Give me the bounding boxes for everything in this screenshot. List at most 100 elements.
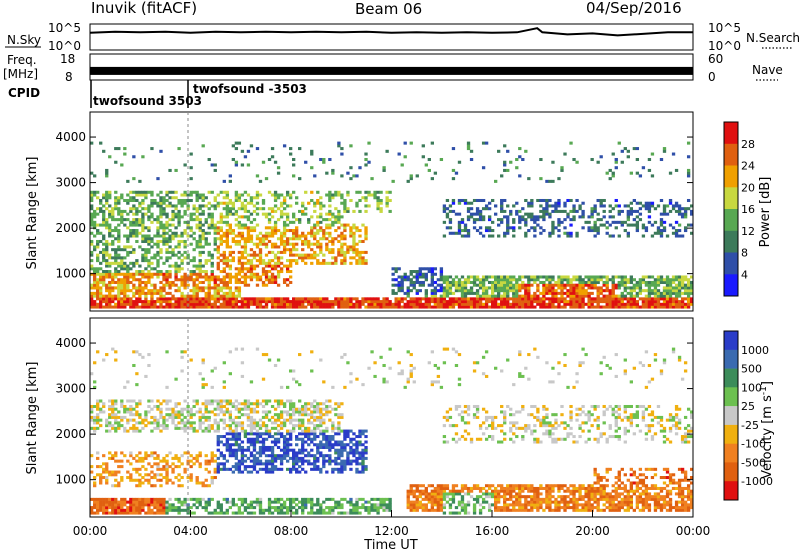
heatmap-cell	[671, 302, 676, 306]
heatmap-cell	[466, 207, 471, 211]
heatmap-cell	[617, 305, 621, 309]
heatmap-cell	[403, 305, 407, 309]
heatmap-cell	[270, 506, 275, 510]
heatmap-cell	[90, 212, 94, 216]
date-title: 04/Sep/2016	[586, 0, 682, 17]
heatmap-cell	[418, 270, 422, 274]
heatmap-cell	[150, 261, 154, 265]
heatmap-cell	[129, 506, 133, 510]
heatmap-cell	[668, 283, 673, 287]
heatmap-cell	[382, 302, 386, 306]
heatmap-cell	[201, 302, 205, 306]
heatmap-cell	[590, 226, 594, 230]
heatmap-cell	[204, 259, 208, 263]
heatmap-cell	[135, 383, 139, 387]
heatmap-cell	[288, 435, 293, 439]
heatmap-cell	[171, 413, 175, 417]
heatmap-cell	[539, 215, 543, 219]
heatmap-cell	[99, 291, 103, 295]
heatmap-cell	[117, 289, 121, 293]
heatmap-cell	[276, 259, 281, 263]
heatmap-cell	[319, 250, 323, 254]
heatmap-cell	[231, 421, 236, 425]
heatmap-cell	[177, 215, 181, 219]
heatmap-cell	[123, 286, 127, 290]
heatmap-cell	[240, 275, 245, 279]
heatmap-cell	[198, 223, 202, 227]
heatmap-cell	[195, 456, 199, 460]
heatmap-cell	[165, 280, 169, 284]
heatmap-cell	[593, 207, 597, 211]
heatmap-cell	[246, 445, 251, 449]
heatmap-cell	[545, 289, 549, 293]
heatmap-cell	[141, 506, 145, 510]
heatmap-cell	[99, 476, 103, 480]
freq-tick-top: 18	[60, 52, 75, 66]
heatmap-cell	[171, 215, 175, 219]
heatmap-cell	[599, 300, 603, 304]
heatmap-cell	[267, 278, 272, 282]
heatmap-cell	[222, 380, 226, 384]
heatmap-cell	[111, 215, 115, 219]
heatmap-cell	[183, 415, 187, 419]
heatmap-cell	[147, 363, 151, 368]
heatmap-cell	[99, 506, 103, 510]
heatmap-cell	[406, 289, 410, 293]
heatmap-cell	[487, 280, 492, 284]
heatmap-cell	[626, 286, 630, 290]
heatmap-cell	[292, 424, 296, 428]
heatmap-cell	[560, 275, 564, 279]
heatmap-cell	[276, 302, 281, 306]
heatmap-cell	[132, 407, 136, 411]
heatmap-cell	[156, 231, 160, 235]
heatmap-cell	[270, 275, 275, 279]
heatmap-cell	[132, 250, 136, 254]
heatmap-cell	[469, 300, 474, 304]
heatmap-cell	[117, 506, 121, 510]
heatmap-cell	[638, 218, 643, 222]
heatmap-cell	[201, 234, 205, 238]
heatmap-cell	[105, 220, 109, 224]
heatmap-cell	[237, 305, 242, 309]
heatmap-cell	[135, 272, 139, 276]
heatmap-cell	[494, 302, 498, 306]
heatmap-cell	[497, 218, 501, 222]
heatmap-cell	[394, 305, 398, 309]
heatmap-cell	[581, 300, 585, 304]
heatmap-cell	[490, 302, 495, 306]
heatmap-cell	[481, 234, 486, 238]
heatmap-cell	[123, 511, 127, 515]
heatmap-cell	[436, 297, 441, 301]
heatmap-cell	[472, 291, 477, 295]
heatmap-cell	[138, 286, 142, 290]
heatmap-cell	[334, 261, 338, 265]
heatmap-cell	[255, 497, 260, 501]
heatmap-cell	[548, 283, 552, 287]
heatmap-cell	[225, 212, 229, 216]
heatmap-cell	[177, 478, 181, 482]
colorbar-swatch	[724, 209, 738, 232]
heatmap-cell	[258, 467, 263, 471]
heatmap-cell	[174, 267, 178, 271]
heatmap-cell	[207, 223, 211, 227]
heatmap-cell	[273, 229, 278, 233]
nave-tick-top: 60	[708, 52, 723, 66]
heatmap-cell	[99, 280, 103, 284]
heatmap-cell	[165, 503, 169, 507]
heatmap-cell	[285, 242, 290, 246]
heatmap-cell	[542, 291, 546, 295]
heatmap-cell	[313, 256, 317, 260]
heatmap-cell	[222, 302, 226, 306]
heatmap-cell	[421, 144, 425, 148]
heatmap-cell	[279, 421, 284, 425]
heatmap-cell	[358, 261, 362, 265]
heatmap-cell	[662, 305, 667, 309]
heatmap-cell	[325, 171, 329, 175]
heatmap-cell	[503, 283, 507, 287]
heatmap-cell	[340, 261, 344, 265]
heatmap-cell	[114, 270, 118, 274]
heatmap-cell	[246, 503, 251, 507]
heatmap-cell	[105, 259, 109, 263]
heatmap-cell	[171, 196, 175, 200]
heatmap-cell	[572, 289, 576, 293]
